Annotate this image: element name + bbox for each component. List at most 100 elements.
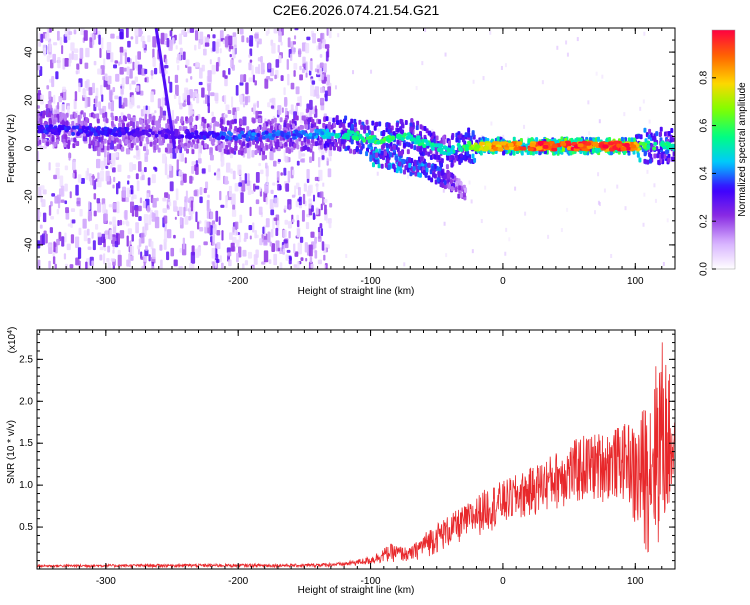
ridge-cell <box>349 148 353 154</box>
ridge-cell <box>427 151 431 157</box>
ridge-core-cell <box>410 137 415 142</box>
noise-cell <box>230 242 235 252</box>
branch-cell <box>440 170 444 176</box>
noise-cell <box>174 216 177 220</box>
noise-cell <box>56 238 60 246</box>
noise-cell <box>173 200 177 212</box>
ridge-cell <box>672 151 675 157</box>
ridge-cell <box>360 124 364 130</box>
noise-cell <box>295 86 300 95</box>
noise-cell <box>323 198 328 203</box>
ridge-cell <box>37 141 40 147</box>
noise-cell <box>424 28 427 33</box>
noise-cell <box>78 227 82 236</box>
ridge-cell <box>392 131 396 137</box>
colorbar-tick-label: 0.2 <box>699 214 710 228</box>
branch-cell <box>447 173 451 179</box>
noise-cell <box>48 205 52 216</box>
ridge-core-cell <box>242 133 247 138</box>
noise-cell <box>51 76 55 88</box>
noise-cell <box>300 153 306 157</box>
branch-cell <box>386 158 390 164</box>
ridge-cell <box>41 137 45 143</box>
ridge-cell <box>314 141 318 147</box>
noise-cell <box>41 233 46 245</box>
noise-cell <box>159 106 163 119</box>
noise-cell <box>130 36 134 40</box>
ridge-cell <box>126 123 130 129</box>
ridge-cell <box>187 143 191 149</box>
noise-cell <box>56 208 60 215</box>
noise-cell <box>150 91 154 103</box>
noise-cell <box>215 41 219 54</box>
noise-cell <box>147 177 151 186</box>
noise-cell <box>108 204 113 208</box>
ridge-cell <box>220 143 224 149</box>
noise-cell <box>260 56 263 63</box>
noise-cell <box>103 157 107 166</box>
noise-cell <box>372 140 375 145</box>
noise-cell <box>101 233 106 244</box>
noise-cell <box>242 116 247 126</box>
noise-cell <box>125 197 129 203</box>
ridge-cell <box>217 145 221 151</box>
noise-cell <box>302 63 306 68</box>
ridge-core-cell <box>202 131 207 136</box>
noise-cell <box>243 103 246 108</box>
noise-cell <box>170 247 175 257</box>
x-tick-label: -200 <box>228 276 248 287</box>
ridge-cell <box>396 127 400 133</box>
ridge-core-cell <box>237 133 242 138</box>
ridge-core-cell <box>37 126 42 131</box>
ridge-cell <box>52 119 56 125</box>
noise-cell <box>199 31 204 44</box>
noise-cell <box>101 94 104 102</box>
ridge-cell <box>194 143 198 149</box>
ridge-cell <box>165 123 169 129</box>
noise-cell <box>112 236 116 247</box>
noise-cell <box>52 53 56 64</box>
branch-cell <box>457 193 461 199</box>
noise-cell <box>151 174 156 184</box>
noise-cell <box>196 221 200 230</box>
noise-cell <box>61 236 65 247</box>
ridge-cell <box>56 113 60 119</box>
noise-cell <box>79 209 83 217</box>
ridge-cell <box>169 143 173 149</box>
noise-cell <box>317 38 321 42</box>
ridge-cell <box>633 137 637 143</box>
noise-cell <box>119 52 123 65</box>
ridge-cell <box>440 162 444 168</box>
noise-cell <box>302 56 306 64</box>
noise-cell <box>117 219 120 226</box>
ridge-core-cell <box>442 151 447 156</box>
noise-cell <box>147 205 150 213</box>
ridge-core-cell <box>416 135 421 140</box>
noise-cell <box>42 44 47 54</box>
noise-cell <box>76 197 81 207</box>
noise-cell <box>296 261 300 269</box>
ridge-cell <box>260 142 264 148</box>
noise-cell <box>291 219 295 223</box>
ridge-core-cell <box>465 144 470 149</box>
ridge-core-cell <box>157 130 162 135</box>
ridge-cell <box>310 123 314 129</box>
noise-cell <box>305 61 308 73</box>
noise-cell <box>269 199 274 210</box>
noise-cell <box>139 197 143 204</box>
ridge-core-cell <box>365 132 370 137</box>
noise-cell <box>133 194 137 200</box>
ridge-cell <box>596 136 600 142</box>
noise-cell <box>179 47 183 56</box>
noise-cell <box>130 255 134 261</box>
noise-cell <box>252 222 255 233</box>
noise-cell <box>514 186 517 191</box>
noise-cell <box>265 218 270 228</box>
noise-cell <box>290 82 295 90</box>
ridge-cell <box>279 117 283 123</box>
noise-cell <box>296 102 301 106</box>
noise-cell <box>278 31 282 43</box>
noise-cell <box>201 87 205 98</box>
ridge-cell <box>140 136 144 142</box>
noise-cell <box>213 172 217 176</box>
